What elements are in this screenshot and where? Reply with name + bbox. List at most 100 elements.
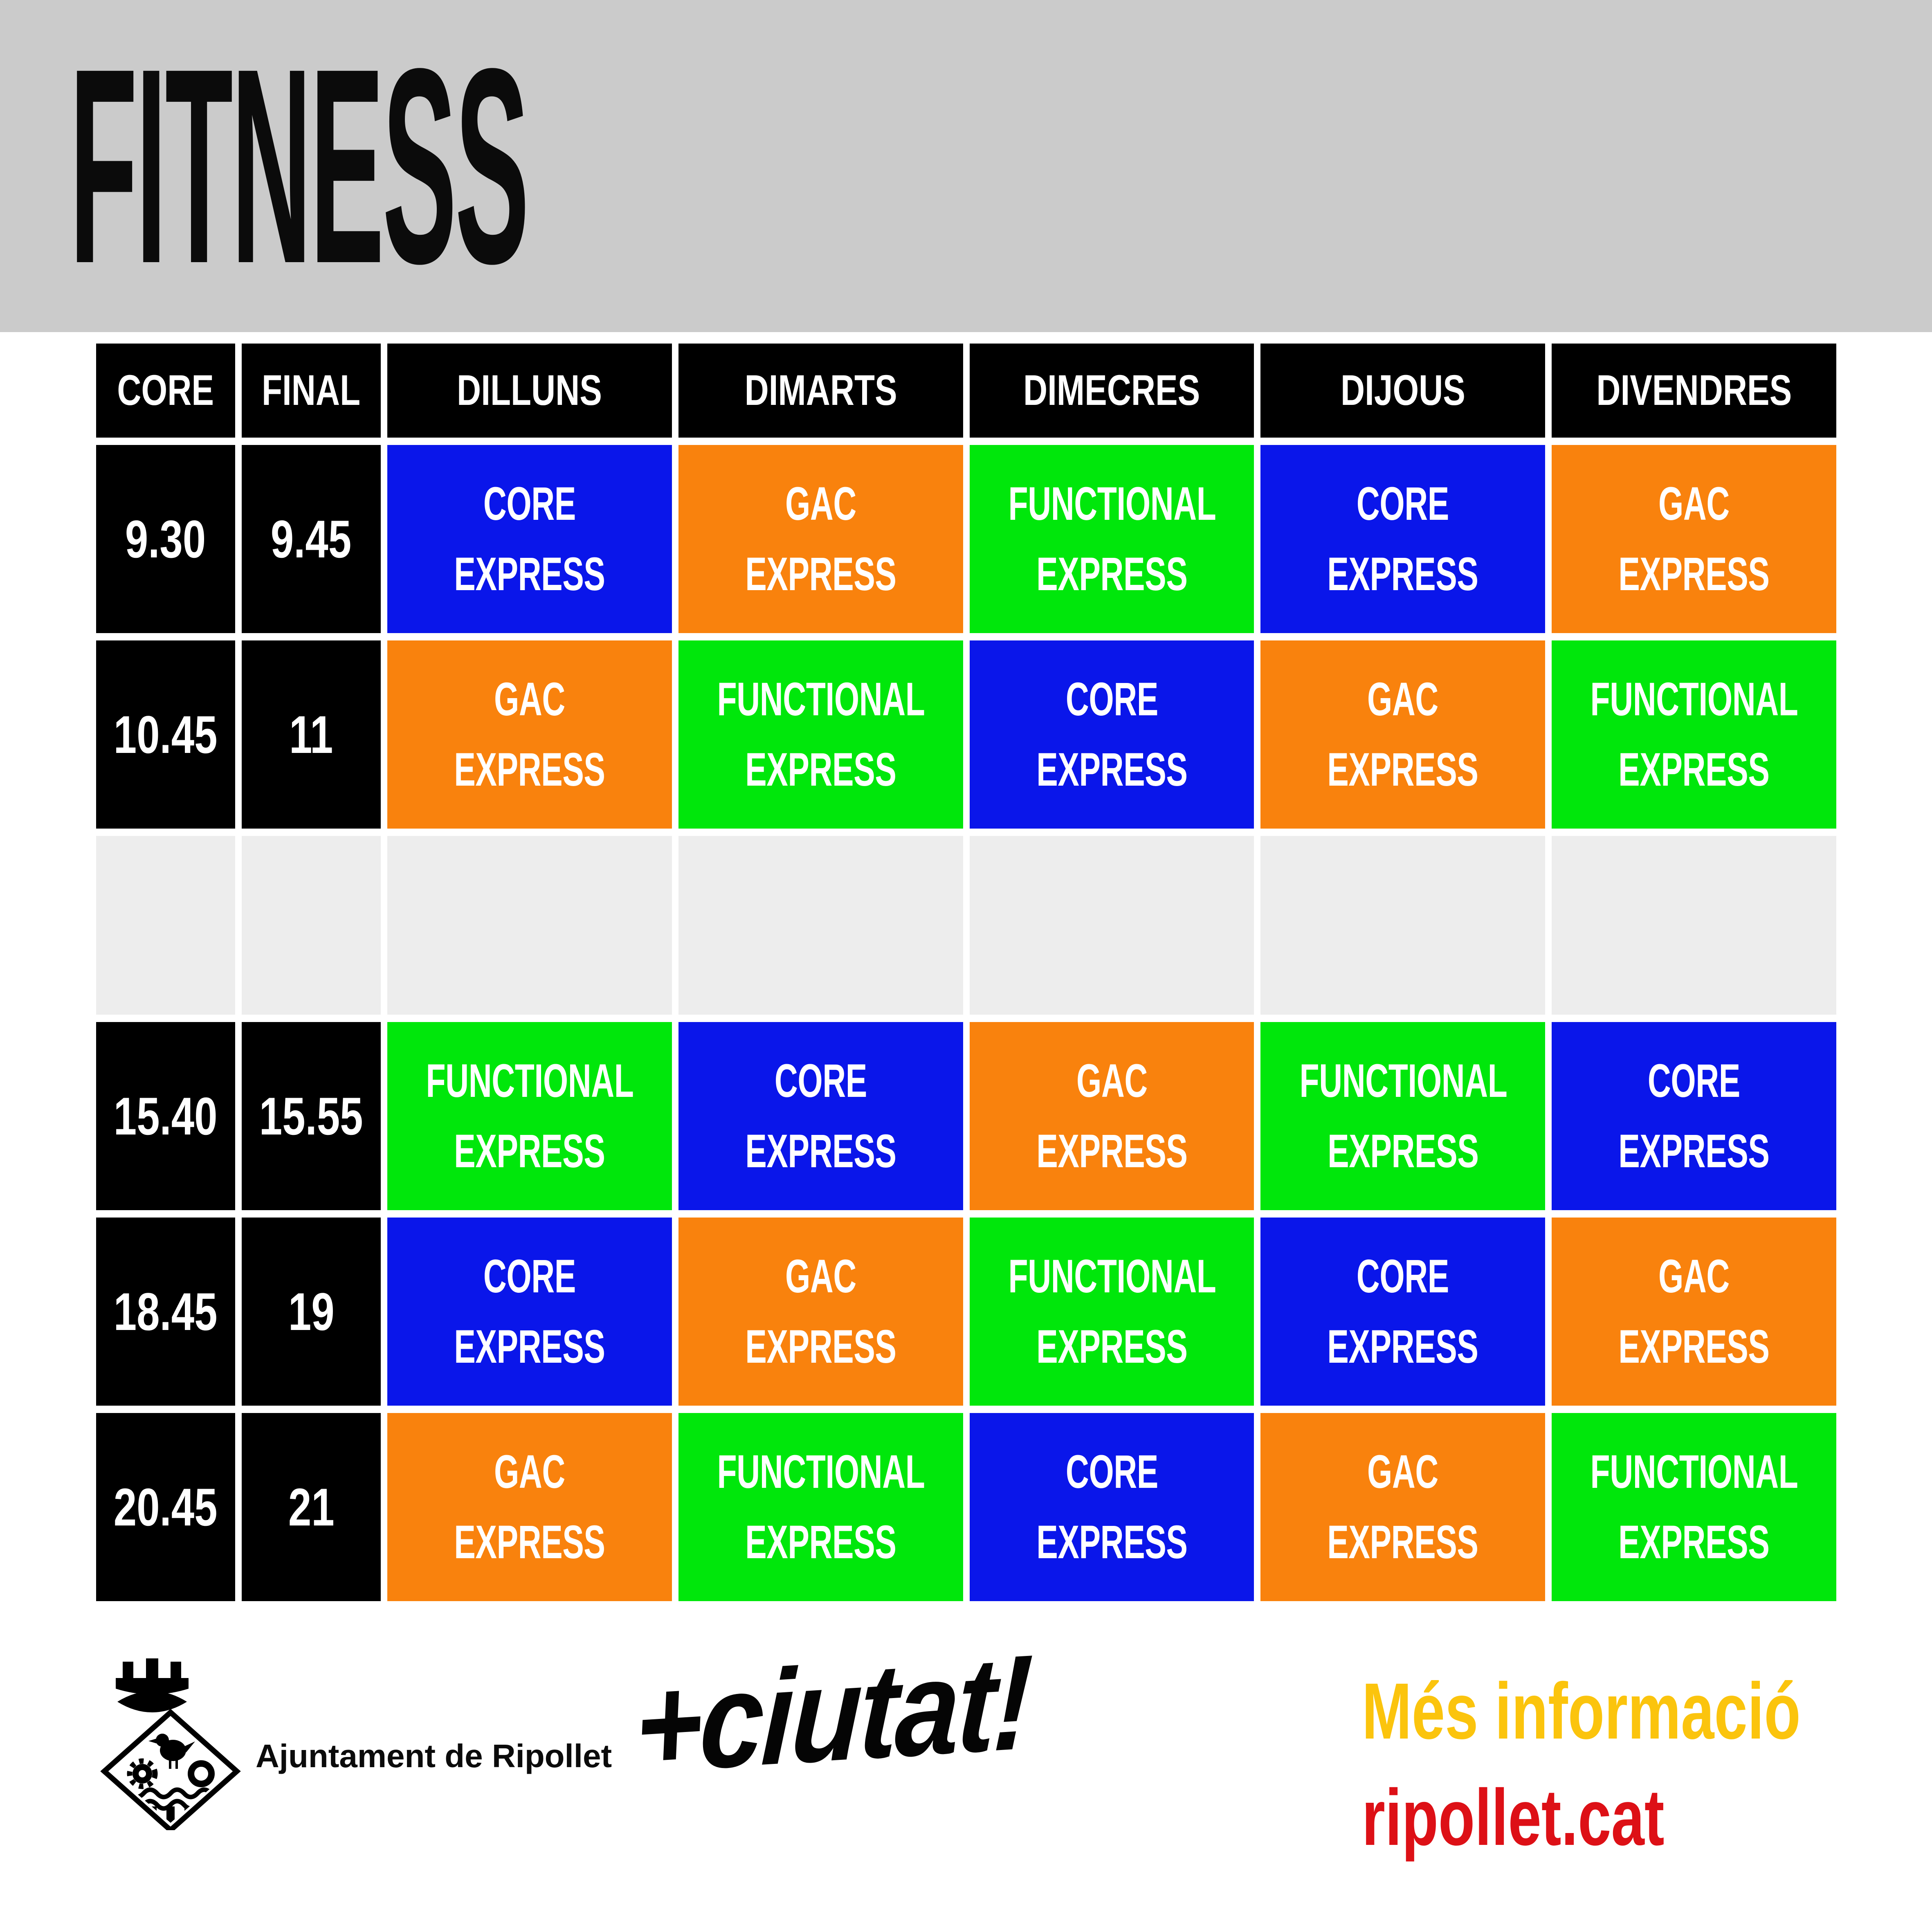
column-header-dimecres: DIMECRES bbox=[969, 344, 1254, 438]
empty-cell bbox=[242, 836, 381, 1015]
column-header-divendres: DIVENDRES bbox=[1552, 344, 1836, 438]
title-banner: FITNESS bbox=[0, 0, 1932, 332]
empty-cell bbox=[1552, 836, 1836, 1015]
start-time-cell: 10.45 bbox=[96, 640, 235, 829]
class-name-label: FUNCTIONAL EXPRESS bbox=[717, 673, 925, 796]
column-header-label: CORE bbox=[117, 366, 214, 414]
municipality-name: Ajuntament de Ripollet bbox=[256, 1738, 612, 1774]
class-cell-functional: FUNCTIONAL EXPRESS bbox=[678, 1413, 963, 1601]
class-name-label: CORE EXPRESS bbox=[1327, 477, 1479, 601]
time-label: 15.55 bbox=[259, 1086, 363, 1146]
time-label: 9.30 bbox=[125, 509, 206, 569]
class-cell-gac: GAC EXPRESS bbox=[1260, 640, 1546, 829]
class-cell-gac: GAC EXPRESS bbox=[678, 1218, 963, 1406]
end-time-cell: 9.45 bbox=[242, 445, 381, 633]
class-name-label: FUNCTIONAL EXPRESS bbox=[1008, 1250, 1216, 1373]
class-cell-core: CORE EXPRESS bbox=[1552, 1022, 1836, 1210]
class-name-label: FUNCTIONAL EXPRESS bbox=[1590, 1445, 1798, 1569]
end-time-cell: 11 bbox=[242, 640, 381, 829]
class-name-label: GAC EXPRESS bbox=[745, 477, 896, 601]
crown-icon bbox=[116, 1658, 189, 1712]
class-cell-core: CORE EXPRESS bbox=[387, 445, 672, 633]
bird-icon bbox=[148, 1734, 195, 1769]
class-cell-functional: FUNCTIONAL EXPRESS bbox=[1552, 1413, 1836, 1601]
class-cell-gac: GAC EXPRESS bbox=[1552, 445, 1836, 633]
class-name-label: FUNCTIONAL EXPRESS bbox=[717, 1445, 925, 1569]
class-name-label: CORE EXPRESS bbox=[1327, 1250, 1479, 1373]
class-name-label: FUNCTIONAL EXPRESS bbox=[1590, 673, 1798, 796]
ciutat-campaign-logo: +ciutat! bbox=[632, 1626, 1033, 1802]
class-cell-gac: GAC EXPRESS bbox=[678, 445, 963, 633]
class-cell-gac: GAC EXPRESS bbox=[1552, 1218, 1836, 1406]
class-cell-functional: FUNCTIONAL EXPRESS bbox=[969, 1218, 1254, 1406]
class-cell-core: CORE EXPRESS bbox=[969, 640, 1254, 829]
class-name-label: GAC EXPRESS bbox=[1327, 673, 1479, 796]
column-header-label: DIMECRES bbox=[1023, 366, 1200, 414]
class-name-label: FUNCTIONAL EXPRESS bbox=[1008, 477, 1216, 601]
start-time-cell: 20.45 bbox=[96, 1413, 235, 1601]
class-cell-gac: GAC EXPRESS bbox=[387, 1413, 672, 1601]
class-cell-core: CORE EXPRESS bbox=[678, 1022, 963, 1210]
class-cell-core: CORE EXPRESS bbox=[1260, 1218, 1546, 1406]
class-cell-core: CORE EXPRESS bbox=[387, 1218, 672, 1406]
column-header-label: DIMARTS bbox=[744, 366, 897, 414]
class-name-label: FUNCTIONAL EXPRESS bbox=[1299, 1054, 1507, 1178]
class-cell-functional: FUNCTIONAL EXPRESS bbox=[1260, 1022, 1546, 1210]
empty-cell bbox=[969, 836, 1254, 1015]
column-header-dijous: DIJOUS bbox=[1260, 344, 1546, 438]
class-cell-gac: GAC EXPRESS bbox=[387, 640, 672, 829]
more-info-block: Més informació ripollet.cat bbox=[1362, 1667, 1932, 1862]
start-time-cell: 9.30 bbox=[96, 445, 235, 633]
ring-icon bbox=[188, 1760, 215, 1787]
class-cell-core: CORE EXPRESS bbox=[969, 1413, 1254, 1601]
class-name-label: CORE EXPRESS bbox=[745, 1054, 896, 1178]
end-time-cell: 21 bbox=[242, 1413, 381, 1601]
time-label: 15.40 bbox=[114, 1086, 218, 1146]
end-time-cell: 15.55 bbox=[242, 1022, 381, 1210]
time-label: 10.45 bbox=[114, 705, 218, 764]
class-name-label: FUNCTIONAL EXPRESS bbox=[426, 1054, 634, 1178]
more-info-label: Més informació bbox=[1362, 1667, 1801, 1756]
time-label: 20.45 bbox=[114, 1477, 218, 1537]
time-label: 9.45 bbox=[271, 509, 352, 569]
class-name-label: CORE EXPRESS bbox=[1036, 673, 1188, 796]
column-header-label: DIVENDRES bbox=[1596, 366, 1792, 414]
website-text: ripollet.cat bbox=[1362, 1773, 1665, 1862]
time-label: 19 bbox=[288, 1282, 335, 1341]
time-label: 11 bbox=[289, 705, 333, 764]
page-title: FITNESS bbox=[70, 11, 529, 321]
column-header-label: FINAL bbox=[262, 366, 361, 414]
column-header-dimarts: DIMARTS bbox=[678, 344, 963, 438]
column-header-label: DIJOUS bbox=[1340, 366, 1465, 414]
page-title-wrap: FITNESS bbox=[70, 27, 1215, 305]
column-header-final: FINAL bbox=[242, 344, 381, 438]
class-name-label: GAC EXPRESS bbox=[1618, 1250, 1770, 1373]
class-name-label: CORE EXPRESS bbox=[454, 477, 605, 601]
class-name-label: GAC EXPRESS bbox=[1327, 1445, 1479, 1569]
class-cell-functional: FUNCTIONAL EXPRESS bbox=[969, 445, 1254, 633]
class-cell-functional: FUNCTIONAL EXPRESS bbox=[387, 1022, 672, 1210]
class-name-label: GAC EXPRESS bbox=[454, 1445, 605, 1569]
class-cell-functional: FUNCTIONAL EXPRESS bbox=[1552, 640, 1836, 829]
empty-cell bbox=[1260, 836, 1546, 1015]
empty-cell bbox=[387, 836, 672, 1015]
empty-cell bbox=[96, 836, 235, 1015]
class-name-label: GAC EXPRESS bbox=[745, 1250, 896, 1373]
class-name-label: GAC EXPRESS bbox=[1036, 1054, 1188, 1178]
column-header-label: DILLUNS bbox=[457, 366, 602, 414]
start-time-cell: 15.40 bbox=[96, 1022, 235, 1210]
time-label: 18.45 bbox=[114, 1282, 218, 1341]
class-name-label: GAC EXPRESS bbox=[1618, 477, 1770, 601]
column-header-dilluns: DILLUNS bbox=[387, 344, 672, 438]
column-header-core: CORE bbox=[96, 344, 235, 438]
end-time-cell: 19 bbox=[242, 1218, 381, 1406]
gear-icon bbox=[127, 1758, 158, 1789]
class-name-label: CORE EXPRESS bbox=[454, 1250, 605, 1373]
class-name-label: CORE EXPRESS bbox=[1618, 1054, 1770, 1178]
class-name-label: GAC EXPRESS bbox=[454, 673, 605, 796]
time-label: 21 bbox=[288, 1477, 335, 1537]
ripollet-crest-logo bbox=[100, 1658, 241, 1830]
crest-diamond-outline bbox=[100, 1709, 241, 1830]
class-cell-gac: GAC EXPRESS bbox=[969, 1022, 1254, 1210]
class-cell-gac: GAC EXPRESS bbox=[1260, 1413, 1546, 1601]
